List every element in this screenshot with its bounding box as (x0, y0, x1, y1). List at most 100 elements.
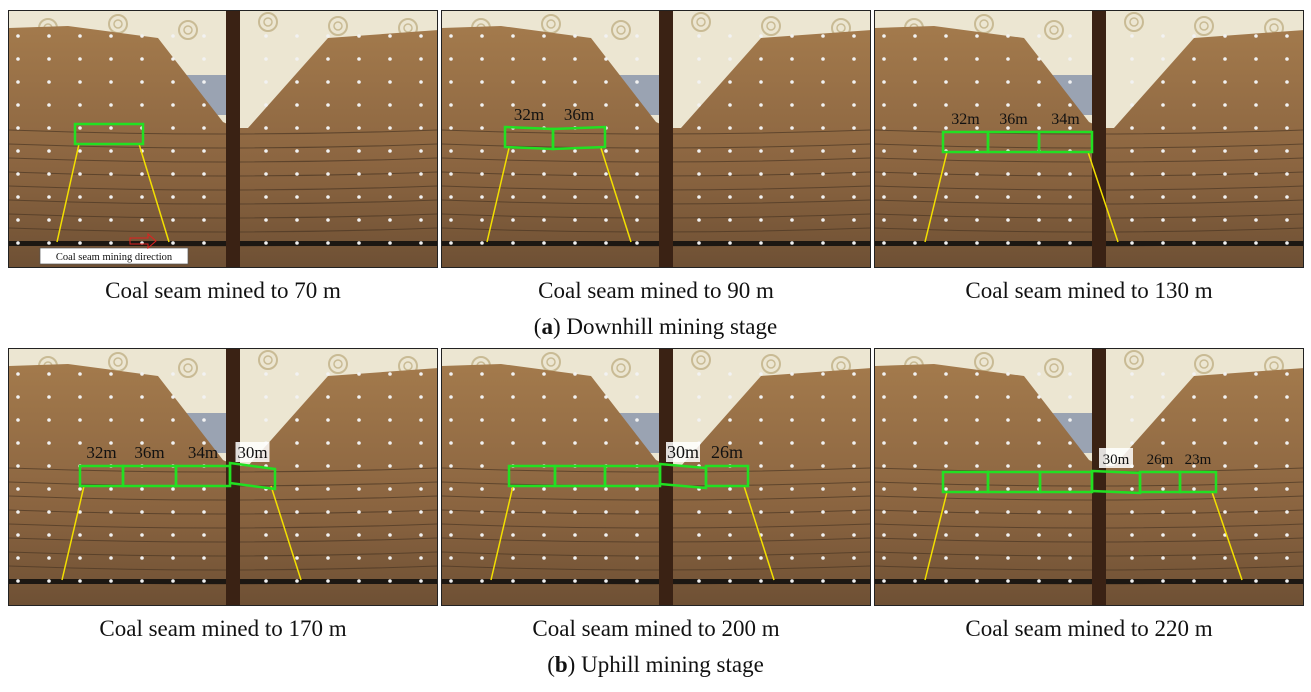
marker-dot (295, 487, 299, 491)
marker-dot (264, 579, 268, 583)
marker-dot (1223, 172, 1227, 176)
marker-dot (140, 195, 144, 199)
marker-dot (140, 556, 144, 560)
model-photo: 30m 26m 23m (873, 348, 1305, 606)
marker-dot (542, 533, 546, 537)
marker-dot (1192, 241, 1196, 245)
broken-block (704, 464, 750, 488)
strata-line (7, 171, 439, 177)
marker-dot (1223, 441, 1227, 445)
marker-dot (1006, 464, 1010, 468)
marker-dot (821, 418, 825, 422)
fracture-line (1087, 151, 1119, 243)
marker-dot (480, 149, 484, 153)
wall-pattern (1124, 350, 1144, 370)
marker-dot (790, 441, 794, 445)
marker-dot (449, 395, 453, 399)
marker-dot (1130, 579, 1134, 583)
wall-pattern (766, 21, 776, 31)
marker-dot (264, 195, 268, 199)
marker-dot (604, 533, 608, 537)
marker-dot (78, 441, 82, 445)
marker-dot (449, 172, 453, 176)
strata-line (873, 171, 1305, 177)
marker-dot (109, 218, 113, 222)
marker-dot (913, 195, 917, 199)
marker-dot (295, 172, 299, 176)
marker-dot (140, 533, 144, 537)
wall-pattern (979, 357, 989, 367)
marker-dot (975, 418, 979, 422)
marker-dot (1223, 195, 1227, 199)
wall-pattern (691, 12, 711, 32)
marker-dot (202, 372, 206, 376)
marker-dot (728, 172, 732, 176)
strata-line (440, 467, 872, 473)
strata-line (440, 537, 872, 543)
marker-dot (913, 556, 917, 560)
marker-dot (821, 241, 825, 245)
stage-label: (b) Uphill mining stage (0, 652, 1311, 678)
marker-dot (573, 372, 577, 376)
panel-caption: Coal seam mined to 130 m (965, 278, 1213, 303)
marker-dot (1285, 80, 1289, 84)
marker-dot (16, 218, 20, 222)
marker-dot (1037, 34, 1041, 38)
marker-dot (16, 172, 20, 176)
marker-dot (480, 172, 484, 176)
marker-dot (1285, 418, 1289, 422)
strata-line (440, 171, 872, 177)
marker-dot (542, 441, 546, 445)
marker-dot (264, 103, 268, 107)
marker-dot (882, 149, 886, 153)
marker-dot (357, 556, 361, 560)
marker-dot (419, 195, 423, 199)
marker-dot (790, 241, 794, 245)
wall-pattern (696, 355, 706, 365)
wall-pattern (403, 23, 413, 33)
marker-dot (1068, 103, 1072, 107)
marker-dot (635, 172, 639, 176)
marker-dot (326, 579, 330, 583)
marker-dot (697, 556, 701, 560)
marker-dot (944, 34, 948, 38)
marker-dot (1006, 372, 1010, 376)
marker-dot (171, 579, 175, 583)
marker-dot (542, 149, 546, 153)
marker-dot (1068, 372, 1072, 376)
marker-dot (1068, 510, 1072, 514)
marker-dot (852, 556, 856, 560)
marker-dot (419, 241, 423, 245)
marker-dot (821, 80, 825, 84)
marker-dot (357, 418, 361, 422)
marker-dot (913, 418, 917, 422)
model-photo: 32m 36m 34m (873, 10, 1305, 268)
marker-dot (480, 372, 484, 376)
marker-dot (109, 57, 113, 61)
note-box (39, 247, 189, 265)
marker-dot (913, 149, 917, 153)
marker-dot (1161, 510, 1165, 514)
marker-dot (697, 533, 701, 537)
marker-dot (604, 579, 608, 583)
marker-dot (1130, 34, 1134, 38)
marker-dot (1285, 57, 1289, 61)
marker-dot (109, 103, 113, 107)
strata-line (7, 467, 439, 473)
marker-dot (944, 57, 948, 61)
marker-dot (697, 510, 701, 514)
broken-block (603, 464, 662, 488)
marker-dot (604, 418, 608, 422)
marker-dot (1254, 103, 1258, 107)
marker-dot (109, 579, 113, 583)
panel-caption: Coal seam mined to 200 m (532, 616, 780, 641)
marker-dot (944, 80, 948, 84)
marker-dot (1192, 510, 1196, 514)
marker-dot (759, 372, 763, 376)
marker-dot (1130, 172, 1134, 176)
marker-dot (604, 57, 608, 61)
marker-dot (47, 441, 51, 445)
marker-dot (419, 149, 423, 153)
marker-dot (821, 533, 825, 537)
strata-line (7, 143, 439, 149)
